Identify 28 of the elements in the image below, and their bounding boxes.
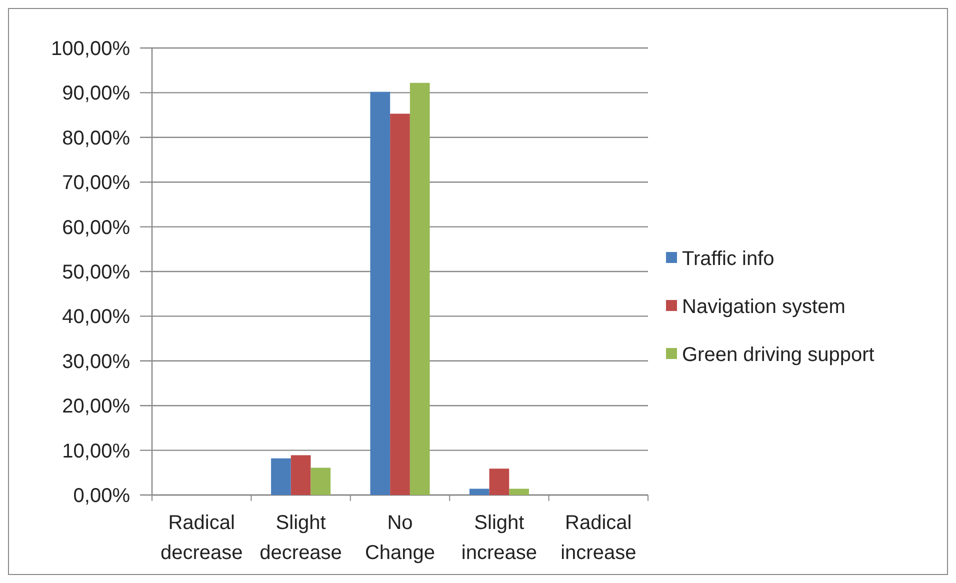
y-tick-label: 10,00% (62, 440, 130, 462)
y-tick-label: 50,00% (62, 262, 130, 284)
y-tick-label: 40,00% (62, 306, 130, 328)
bar (509, 488, 529, 495)
y-tick-label: 20,00% (62, 396, 130, 418)
x-tick-label: Slight increase (461, 512, 538, 564)
legend-label: Green driving support (682, 344, 875, 366)
x-tick-label: Slight decrease (260, 512, 342, 564)
y-tick-label: 90,00% (62, 82, 130, 105)
y-tick-label: 100,00% (51, 38, 130, 60)
bar (390, 114, 410, 495)
x-tick-label: Radical decrease (160, 512, 243, 564)
legend-label: Navigation system (682, 296, 846, 318)
bar (489, 468, 510, 495)
bar (469, 488, 490, 495)
bar (410, 82, 430, 495)
bar (271, 458, 291, 495)
legend-label: Traffic info (682, 248, 774, 270)
y-tick-label: 0,00% (73, 485, 130, 507)
bar (310, 468, 331, 495)
x-tick-label: Radical increase (560, 512, 636, 564)
y-tick-label: 80,00% (62, 127, 130, 150)
y-tick-label: 60,00% (62, 216, 130, 239)
bar (370, 92, 390, 495)
y-tick-label: 70,00% (62, 172, 130, 194)
bar (290, 455, 311, 495)
x-tick-label: No Change (364, 512, 436, 564)
y-tick-label: 30,00% (62, 350, 130, 373)
